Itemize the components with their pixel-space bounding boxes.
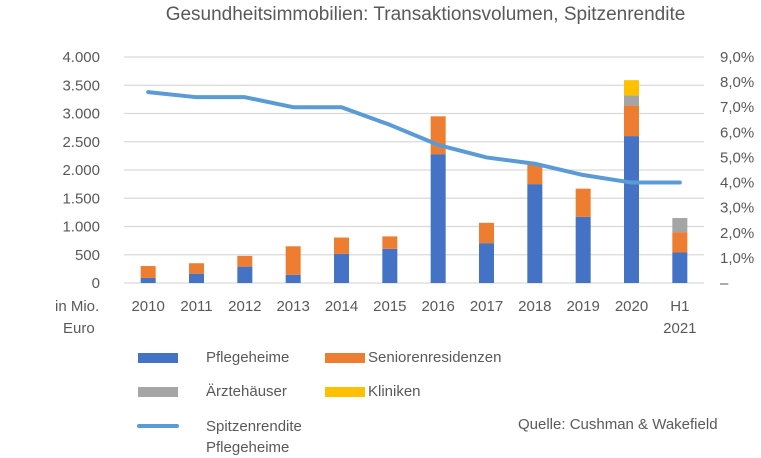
bar-segment-pflegeheime [624,136,639,283]
y-tick-label: 1.000 [62,219,100,236]
bar-segment-seniorenresidenzen [672,232,688,253]
bar-segment-seniorenresidenzen [334,237,349,254]
yield-line [146,90,682,185]
legend-label: Spitzenrendite Pflegeheime [206,416,302,458]
left-axis-ticks: 0 500 1.000 1.500 2.000 2.500 3.000 3.500 4.000 [62,49,100,292]
y-tick-label: 4.000 [62,49,100,66]
x-tick-label: 2018 [518,298,551,315]
bar-segment-seniorenresidenzen [140,266,156,278]
y2-tick-label: 2,0% [720,225,754,242]
y2-tick-label: 5,0% [720,149,754,166]
legend-item-seniorenresidenzen: Seniorenresidenzen [325,348,501,368]
x-tick-label: 2012 [228,298,261,315]
bar-segment-seniorenresidenzen [189,263,204,274]
legend-item-aerztehaeuser: Ärztehäuser [138,382,287,402]
legend-item-pflegeheime: Pflegeheime [138,348,289,368]
bar-segment-seniorenresidenzen [479,222,494,244]
bar-segment-seniorenresidenzen [285,246,301,275]
legend-item-spitzenrendite: Spitzenrendite Pflegeheime [137,416,302,458]
legend-line-swatch [137,424,179,428]
y-tick-label: 2.000 [62,162,100,179]
bar-segment-pflegeheime [430,154,446,283]
bar-segment-pflegeheime [382,248,398,283]
bar-segment-pflegeheime [672,252,688,283]
bar-segment--rzteh-user [672,218,688,233]
y2-tick-label: 7,0% [720,99,754,116]
bar-segment-pflegeheime [189,273,204,283]
legend-label-line2: Pflegeheime [206,439,290,456]
y2-tick-label: 6,0% [720,124,754,141]
x-tick-label: 2015 [373,298,406,315]
x-tick-label: 2011 [180,298,212,315]
y2-tick-label: – [720,275,729,292]
y2-tick-label: 4,0% [720,175,754,192]
y-unit-label-line2: Euro [63,320,95,337]
legend-label: Ärztehäuser [206,383,287,400]
y2-tick-label: 8,0% [720,74,754,91]
x-tick-label: 2013 [276,298,309,315]
y2-tick-label: 1,0% [720,250,754,267]
bar-segment--rzteh-user [624,95,639,106]
y-tick-label: 500 [75,247,100,264]
bar-segment-pflegeheime [334,253,349,283]
y-tick-label: 2.500 [62,134,100,151]
x-tick-label: 2014 [325,298,358,315]
legend-label-line1: Spitzenrendite [206,418,302,435]
y-tick-label: 3.000 [62,106,100,123]
legend-label: Pflegeheime [206,349,290,366]
bar-segment-pflegeheime [479,243,494,283]
bar-segment-seniorenresidenzen [382,236,398,249]
bars [140,80,688,283]
bar-segment-pflegeheime [237,266,253,283]
bar-segment-pflegeheime [285,274,301,283]
chart-title: Gesundheitsimmobilien: Transaktionsvolum… [165,4,686,25]
x-tick-label-line2: 2021 [663,320,696,337]
bar-segment-seniorenresidenzen [575,188,591,217]
y2-tick-label: 3,0% [720,200,754,217]
bar-segment-seniorenresidenzen [624,105,639,137]
legend-item-kliniken: Kliniken [325,382,421,402]
x-tick-label: 2016 [421,298,454,315]
bar-segment-pflegeheime [575,216,591,283]
y-tick-label: 0 [92,275,100,292]
bar-segment-seniorenresidenzen [237,255,253,267]
legend-swatch-pflegeheime [138,353,178,363]
gridlines [124,56,704,284]
right-axis-ticks: – 1,0% 2,0% 3,0% 4,0% 5,0% 6,0% 7,0% 8,0% 9,0% [720,49,754,292]
legend-label: Kliniken [368,383,421,400]
legend-swatch-seniorenresidenzen [325,353,365,363]
legend-swatch-kliniken [325,387,365,397]
y-tick-label: 1.500 [62,190,100,207]
bar-segment-seniorenresidenzen [430,116,446,155]
bar-segment-kliniken [624,80,639,96]
x-tick-label: H1 [670,298,689,315]
x-axis-ticks: 2010 2011 2012 2013 2014 2015 2016 2017 2018 2019… [131,298,696,337]
bar-segment-pflegeheime [527,184,543,283]
x-tick-label: 2017 [470,298,503,315]
source-note: Quelle: Cushman & Wakefield [518,416,718,433]
bar-segment-seniorenresidenzen [527,164,543,185]
y2-tick-label: 9,0% [720,49,754,66]
x-tick-label: 2020 [615,298,648,315]
legend-swatch-aerztehaeuser [138,387,178,397]
x-tick-label: 2010 [131,298,164,315]
legend-label: Seniorenresidenzen [368,349,502,366]
bar-segment-pflegeheime [140,277,156,283]
y-unit-label-line1: in Mio. [55,298,99,315]
y-tick-label: 3.500 [62,77,100,94]
line-series-spitzenrendite [146,90,682,185]
x-tick-label: 2019 [566,298,599,315]
